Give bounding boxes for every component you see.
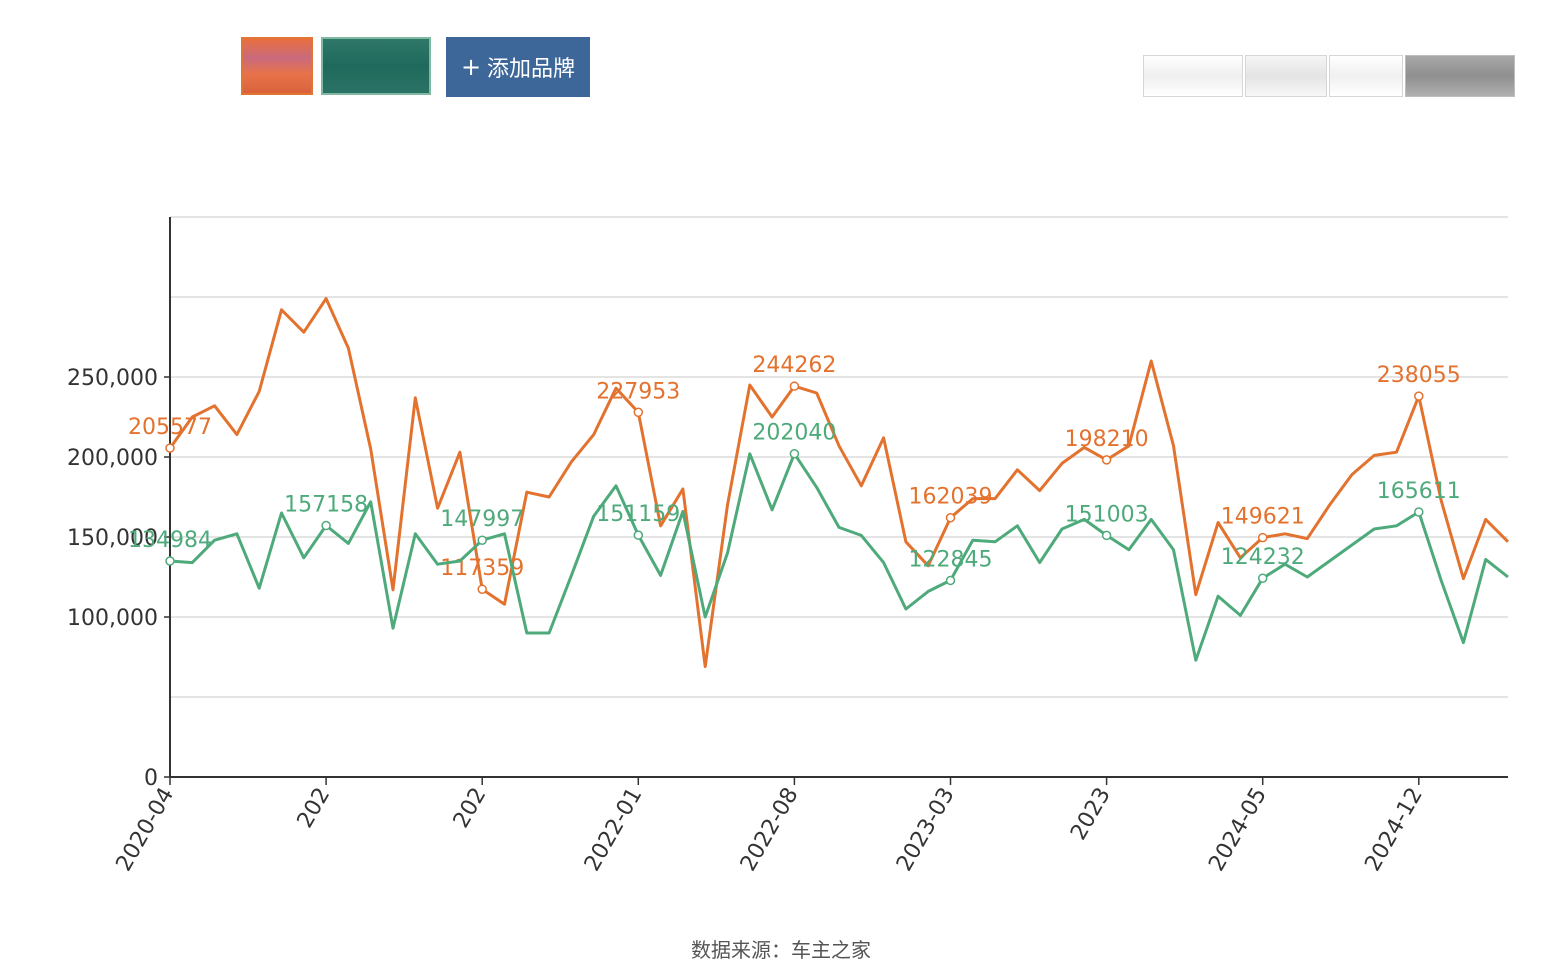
data-label: 227953 [596, 379, 680, 404]
data-label: 124232 [1221, 545, 1305, 570]
data-label: 149621 [1221, 505, 1305, 530]
data-label: 205577 [128, 415, 212, 440]
data-label: 162039 [909, 485, 993, 510]
data-point-marker [321, 520, 331, 531]
view-toggle-3[interactable] [1329, 55, 1403, 97]
y-tick-label: 250,000 [67, 366, 158, 391]
x-tick-label: 2022-08 [736, 784, 804, 876]
x-tick-label: 2023 [1066, 784, 1116, 845]
data-point-marker [165, 443, 175, 453]
data-point-marker [945, 512, 956, 523]
x-tick-label: 2024-05 [1204, 784, 1272, 876]
plus-icon: + [460, 53, 482, 81]
data-label: 238055 [1377, 363, 1461, 388]
x-tick-label: 2024-12 [1360, 784, 1428, 876]
y-tick-label: 0 [144, 766, 158, 791]
y-tick-label: 200,000 [67, 446, 158, 471]
data-label: 122845 [909, 547, 993, 572]
data-point-marker [1414, 391, 1424, 401]
data-label: 147997 [440, 507, 524, 532]
series-line-2 [169, 452, 1509, 662]
series-line-1 [168, 297, 1510, 669]
x-tick-label: 2022-01 [580, 784, 648, 876]
data-point-marker [1101, 530, 1112, 541]
y-tick-label: 150,000 [67, 526, 158, 551]
data-point-marker [477, 584, 487, 594]
data-point-marker [1101, 455, 1112, 465]
data-label: 198210 [1065, 427, 1149, 452]
data-point-marker [477, 535, 487, 545]
data-label: 165611 [1377, 479, 1461, 504]
brand-color-swatch-orange[interactable] [241, 37, 313, 95]
y-tick-label: 100,000 [67, 606, 158, 631]
data-point-marker [1257, 532, 1268, 543]
data-point-marker [633, 407, 644, 418]
data-point-marker [789, 381, 800, 391]
data-source-note: 数据来源：车主之家 [691, 938, 871, 962]
data-label: 202040 [752, 421, 836, 446]
brand-color-swatch-green[interactable] [321, 37, 431, 95]
view-toggle-group [1143, 55, 1517, 97]
add-brand-button[interactable]: + 添加品牌 [446, 37, 590, 97]
x-tick-label: 2023-03 [892, 784, 960, 876]
x-tick-label: 202 [293, 784, 336, 833]
data-label: 244262 [752, 353, 836, 378]
data-point-marker [789, 448, 800, 459]
view-toggle-4[interactable] [1405, 55, 1515, 97]
data-point-marker [165, 556, 175, 566]
data-point-marker [945, 575, 956, 586]
data-label: 151003 [1065, 502, 1149, 527]
x-tick-label: 202 [449, 784, 492, 833]
data-point-marker [633, 530, 644, 540]
add-brand-label: 添加品牌 [487, 57, 576, 82]
x-tick-label: 2020-04 [112, 784, 180, 876]
data-point-marker [1257, 573, 1268, 583]
view-toggle-1[interactable] [1143, 55, 1243, 97]
data-label: 151159 [596, 502, 680, 527]
view-toggle-2[interactable] [1245, 55, 1327, 97]
data-point-marker [1414, 507, 1424, 517]
data-label: 157158 [284, 493, 368, 518]
data-label: 134984 [128, 528, 212, 553]
